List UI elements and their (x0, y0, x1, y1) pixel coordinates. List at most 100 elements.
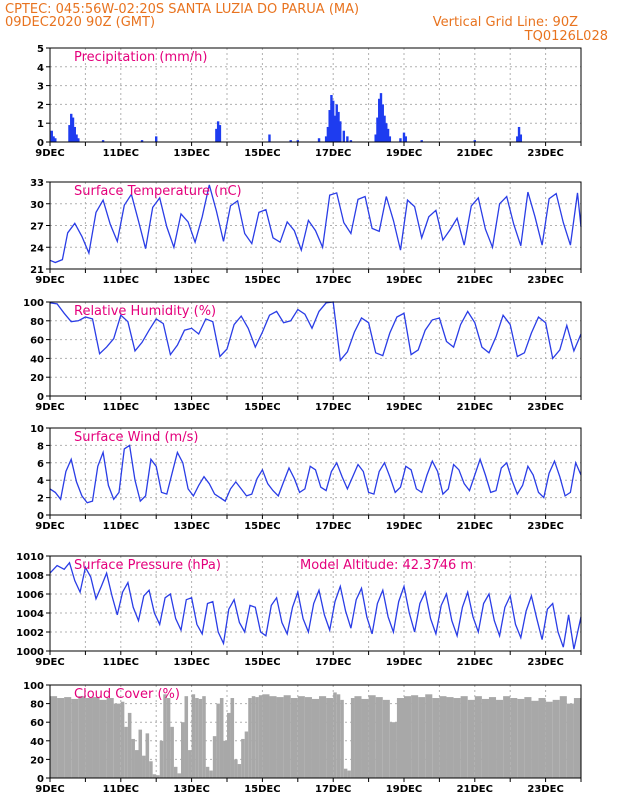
cloud-cover-bar (411, 695, 419, 778)
precip-bar (473, 140, 476, 142)
y-tick-label: 6 (37, 459, 44, 470)
cloud-cover-bar (234, 759, 238, 778)
precip-bar (317, 138, 321, 142)
y-tick-label: 1004 (16, 609, 44, 620)
y-tick-label: 0 (37, 774, 44, 785)
precip-bar (335, 104, 338, 142)
cloud-cover-bar (138, 729, 143, 778)
precip-bar (420, 140, 423, 142)
x-tick-label: 17DEC (315, 784, 351, 795)
cloud-cover-bar (262, 694, 270, 778)
precip-bar (516, 136, 519, 142)
x-tick-label: 19DEC (386, 402, 422, 413)
cloud-cover-bar (488, 697, 497, 778)
precip-bar (70, 113, 73, 142)
precip-bar (324, 136, 328, 142)
header-init-time: 09DEC2020 90Z (GMT) (5, 15, 155, 30)
cloud-cover-bar (283, 695, 291, 778)
x-tick-label: 15DEC (244, 657, 280, 668)
cloud-cover-bar (159, 740, 164, 778)
cloud-cover-bar (467, 699, 475, 778)
x-tick-label: 15DEC (244, 402, 280, 413)
cloud-cover-bar (177, 773, 181, 778)
cloud-cover-bar (396, 698, 404, 778)
x-tick-label: 15DEC (244, 521, 280, 532)
cloud-cover-bar (244, 731, 249, 778)
y-tick-label: 1 (37, 119, 44, 130)
cloud-cover-bar (92, 697, 100, 778)
cloud-cover-bar (106, 698, 114, 778)
y-tick-label: 2 (37, 494, 44, 505)
precip-bar (342, 130, 346, 142)
x-tick-label: 17DEC (315, 275, 351, 286)
cloud-cover-bar (248, 698, 252, 778)
x-tick-label: 11DEC (103, 275, 139, 286)
panel-title: Surface Wind (m/s) (74, 430, 198, 445)
x-tick-label: 15DEC (244, 275, 280, 286)
cloud-cover-bar (188, 750, 192, 778)
precip-bar (383, 115, 386, 142)
x-tick-label: 19DEC (386, 275, 422, 286)
y-tick-label: 40 (30, 354, 44, 365)
x-tick-label: 19DEC (386, 784, 422, 795)
cloud-cover-bar (510, 698, 518, 778)
cloud-cover-bar (230, 698, 235, 778)
precip-bar (328, 110, 331, 142)
cloud-cover-bar (241, 738, 245, 778)
precip-bar (349, 140, 353, 142)
temp-series-line (49, 184, 582, 264)
panel-title: Surface Pressure (hPa) (74, 558, 221, 573)
x-tick-label: 13DEC (173, 657, 209, 668)
cloud-cover-bar (134, 750, 139, 778)
cloud-cover-bar (170, 726, 174, 778)
cloud-cover-bar (347, 770, 351, 778)
cloud-cover-bar (50, 696, 58, 778)
cloud-cover-bar (120, 701, 125, 778)
plot-background (50, 556, 581, 651)
cloud-cover-bar (57, 698, 65, 778)
header-location: CPTEC: 045:56W-02:20S SANTA LUZIA DO PAR… (5, 2, 359, 17)
y-tick-label: 33 (30, 178, 44, 189)
precip-bar (517, 126, 521, 142)
cloud-cover-bar (216, 703, 220, 778)
x-tick-label: 9DEC (35, 275, 64, 286)
cloud-cover-bar (209, 770, 213, 778)
cloud-cover-bar (573, 698, 581, 778)
cloud-cover-bar (227, 712, 231, 778)
precip-bar (374, 134, 377, 142)
cloud-cover-bar (432, 698, 440, 778)
cloud-cover-bar (64, 697, 72, 778)
precip-bar (75, 134, 78, 142)
y-tick-label: 3 (37, 82, 44, 93)
precip-bar (73, 126, 76, 142)
cloud-cover-bar (326, 698, 334, 778)
cloud-cover-bar (566, 703, 574, 778)
cloud-cover-bar (202, 696, 206, 778)
cloud-cover-bar (149, 761, 153, 778)
cloud-cover-bar (375, 697, 383, 778)
plot-background (50, 48, 581, 142)
precip-bar (330, 95, 333, 142)
precip-bar (140, 140, 144, 142)
precip-bar (376, 117, 379, 142)
cloud-cover-bar (255, 697, 259, 778)
cloud-cover-bar (319, 696, 327, 778)
cloud-cover-bar (552, 699, 560, 778)
cloud-cover-bar (559, 696, 567, 778)
cloud-cover-bar (389, 722, 397, 778)
x-tick-label: 19DEC (386, 521, 422, 532)
cloud-cover-bar (205, 766, 210, 778)
cloud-cover-bar (269, 696, 277, 778)
precip-bar (216, 121, 220, 142)
cloud-cover-bar (152, 774, 157, 778)
x-tick-label: 13DEC (173, 402, 209, 413)
x-tick-label: 13DEC (173, 148, 209, 159)
y-tick-label: 21 (30, 265, 44, 276)
cloud-cover-bar (251, 696, 256, 778)
cloud-cover-bar (439, 696, 447, 778)
precip-bar (346, 136, 349, 142)
model-altitude-label: Model Altitude: 42.3746 m (300, 558, 473, 573)
y-tick-label: 1010 (16, 552, 44, 563)
cloud-cover-bar (163, 694, 167, 778)
cloud-cover-bar (223, 740, 227, 778)
